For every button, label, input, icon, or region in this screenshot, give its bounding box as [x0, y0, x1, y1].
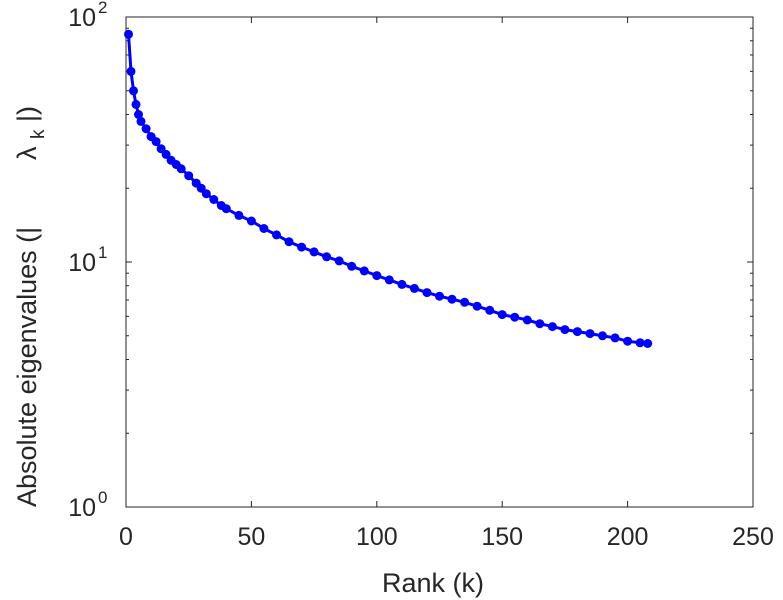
data-point — [623, 336, 633, 346]
data-point — [141, 124, 151, 134]
y-tick-label: 10 — [68, 4, 96, 32]
data-point — [497, 310, 507, 320]
data-point — [124, 29, 133, 39]
svg-text:λ k |): λ k |) — [12, 106, 50, 160]
x-tick-label: 0 — [119, 523, 133, 551]
x-axis-label: Rank (k) — [382, 568, 484, 598]
data-point — [126, 66, 136, 76]
data-point — [201, 189, 211, 199]
data-point — [334, 256, 344, 266]
data-point — [322, 252, 332, 262]
data-point — [309, 247, 319, 257]
data-point — [272, 230, 281, 240]
data-point — [184, 171, 194, 181]
y-axis-label: Absolute eigenvalues (| λ k |) — [12, 106, 50, 507]
y-tick-exponent: 2 — [98, 0, 107, 17]
data-point — [447, 294, 457, 304]
y-tick-exponent: 1 — [98, 243, 107, 262]
data-point — [234, 210, 244, 220]
data-point — [129, 86, 138, 96]
data-point — [585, 329, 595, 339]
data-point — [209, 195, 219, 204]
data-point — [547, 322, 557, 332]
data-point — [435, 291, 444, 301]
x-tick-label: 150 — [481, 523, 523, 551]
data-point — [136, 116, 146, 126]
data-point — [409, 283, 419, 293]
data-point — [460, 297, 470, 307]
data-point — [384, 275, 394, 285]
svg-text:Absolute eigenvalues (|: Absolute eigenvalues (| — [12, 227, 42, 507]
y-tick-base: 10 — [68, 494, 96, 522]
data-point — [635, 338, 645, 348]
y-axis-label-lambda: λ — [12, 146, 42, 160]
data-point — [643, 339, 653, 348]
data-point — [422, 288, 432, 298]
data-point — [610, 333, 620, 343]
data-point — [598, 331, 607, 341]
data-point — [572, 327, 582, 337]
data-point — [259, 224, 269, 233]
y-tick-label: 10 — [68, 249, 96, 277]
y-tick-exponent: 0 — [98, 488, 107, 507]
plot-area — [125, 16, 754, 508]
x-tick-label: 50 — [237, 523, 265, 551]
data-point — [134, 110, 143, 119]
data-point — [347, 261, 357, 271]
data-point — [560, 325, 570, 335]
data-point — [522, 315, 532, 325]
data-point — [397, 279, 407, 289]
series-layer — [124, 29, 653, 348]
data-point — [485, 305, 495, 315]
data-point — [131, 99, 141, 109]
data-point — [151, 137, 161, 147]
data-point — [510, 312, 520, 322]
data-point — [297, 242, 307, 252]
data-point — [372, 271, 382, 281]
data-point — [161, 149, 171, 159]
data-point — [221, 204, 231, 214]
y-axis-label-suffix: |) — [12, 106, 42, 122]
data-point — [176, 164, 186, 174]
data-point — [246, 216, 256, 226]
y-tick-base: 10 — [68, 249, 96, 277]
data-point — [535, 319, 545, 329]
x-tick-label: 200 — [607, 523, 649, 551]
x-tick-label: 100 — [356, 523, 398, 551]
y-axis-label-subscript: k — [28, 129, 49, 139]
x-axis-ticks: 0 50 100 150 200 250 — [119, 17, 774, 551]
y-axis-label-prefix: Absolute eigenvalues (| — [12, 227, 42, 507]
y-tick-base: 10 — [68, 4, 96, 32]
y-tick-label: 10 — [68, 494, 96, 522]
data-point — [472, 301, 482, 311]
data-point — [284, 237, 294, 247]
x-tick-label: 250 — [732, 523, 774, 551]
data-point — [359, 266, 369, 276]
